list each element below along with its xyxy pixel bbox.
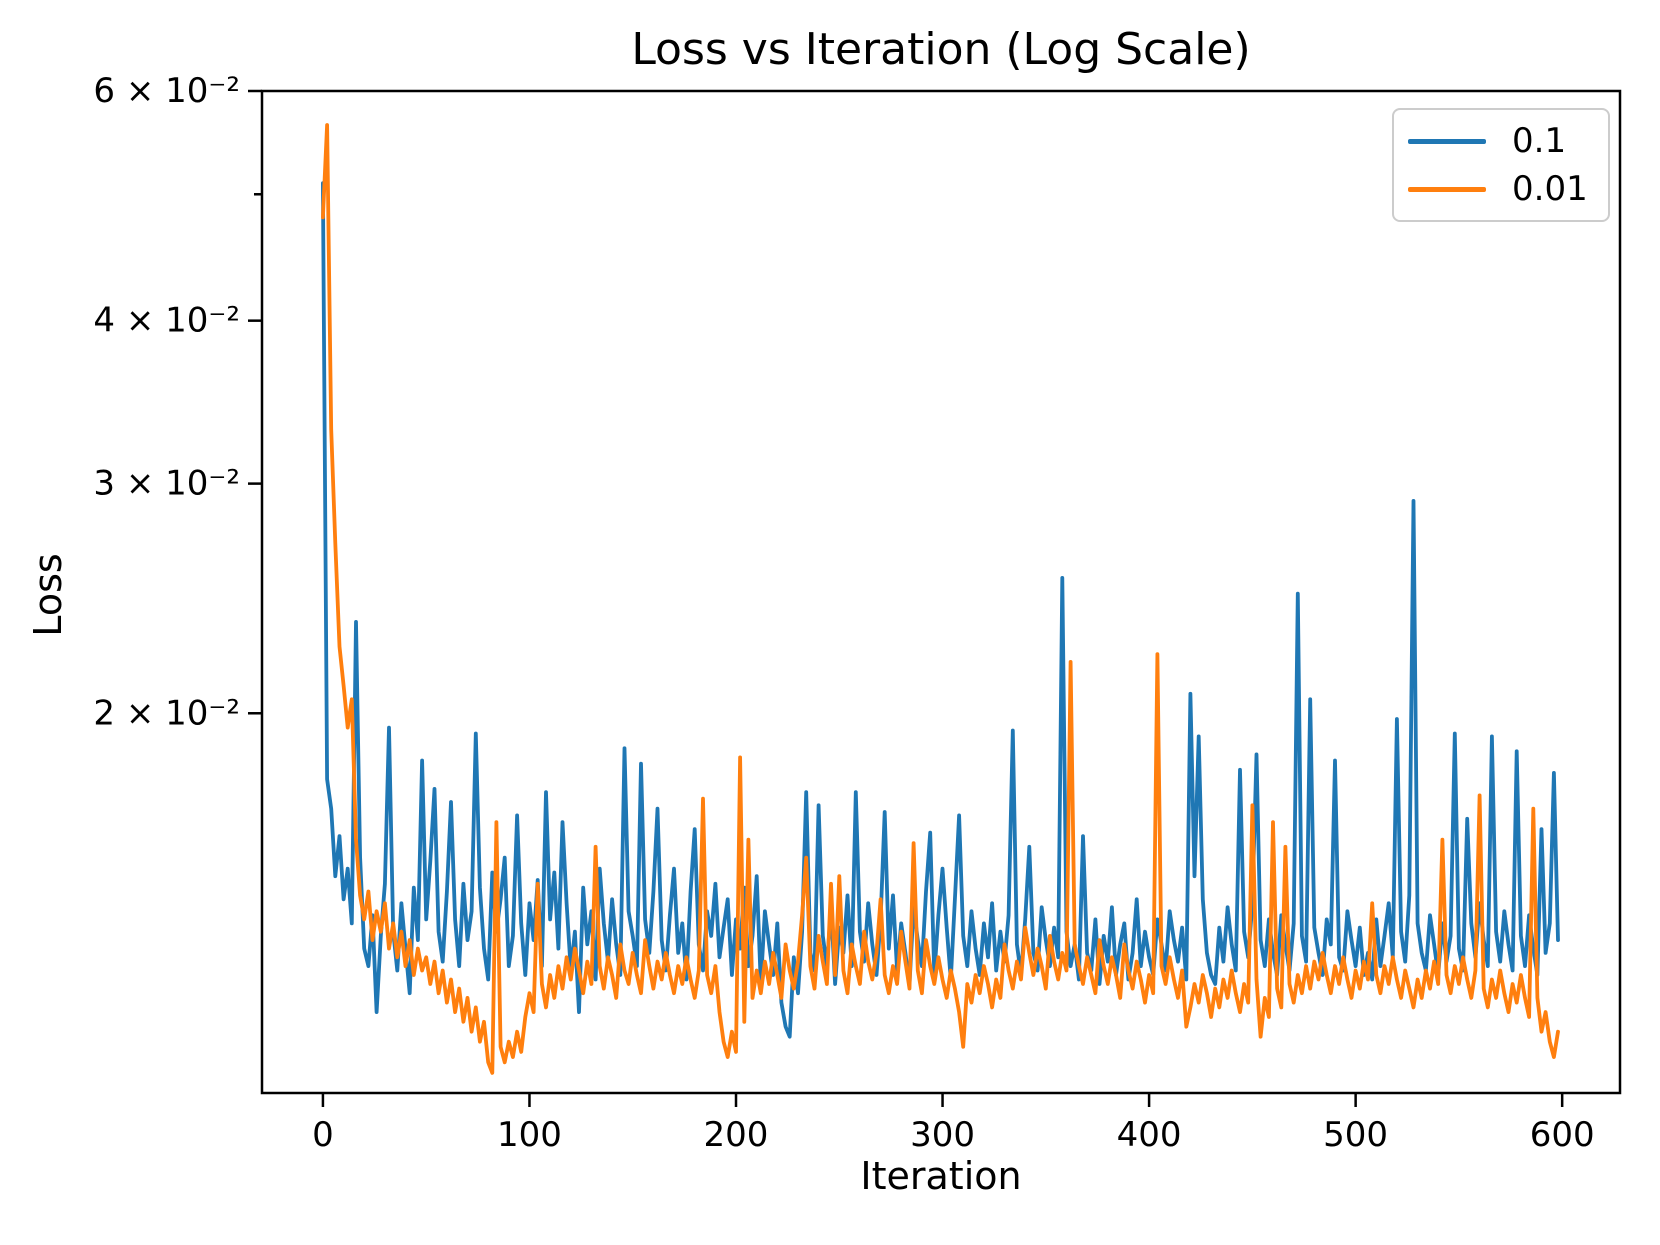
x-tick-label: 400 xyxy=(1117,1115,1182,1155)
legend-label: 0.1 xyxy=(1512,121,1567,161)
x-tick-label: 600 xyxy=(1530,1115,1595,1155)
chart-title: Loss vs Iteration (Log Scale) xyxy=(631,24,1251,75)
x-tick-label: 200 xyxy=(704,1115,769,1155)
legend-line-swatch xyxy=(1408,186,1486,192)
x-tick-label: 0 xyxy=(312,1115,334,1155)
legend-label: 0.01 xyxy=(1512,169,1588,209)
x-tick-label: 100 xyxy=(497,1115,562,1155)
y-tick-label: 3 × 10⁻² xyxy=(93,464,240,504)
plot-border xyxy=(260,89,1622,1095)
x-tick-label: 500 xyxy=(1323,1115,1388,1155)
y-tick-label: 2 × 10⁻² xyxy=(93,693,240,733)
series-line-0.01 xyxy=(321,123,1560,1075)
legend: 0.1 0.01 xyxy=(1392,108,1610,222)
legend-item: 0.01 xyxy=(1394,172,1608,206)
y-axis-label: Loss xyxy=(26,553,70,637)
y-tick-label: 6 × 10⁻² xyxy=(93,71,240,111)
legend-item: 0.1 xyxy=(1394,124,1608,158)
y-tick-label: 4 × 10⁻² xyxy=(93,301,240,341)
x-tick-label: 300 xyxy=(910,1115,975,1155)
series-line-0.1 xyxy=(321,181,1560,1039)
legend-line-swatch xyxy=(1408,138,1486,144)
x-axis-label: Iteration xyxy=(860,1154,1022,1198)
